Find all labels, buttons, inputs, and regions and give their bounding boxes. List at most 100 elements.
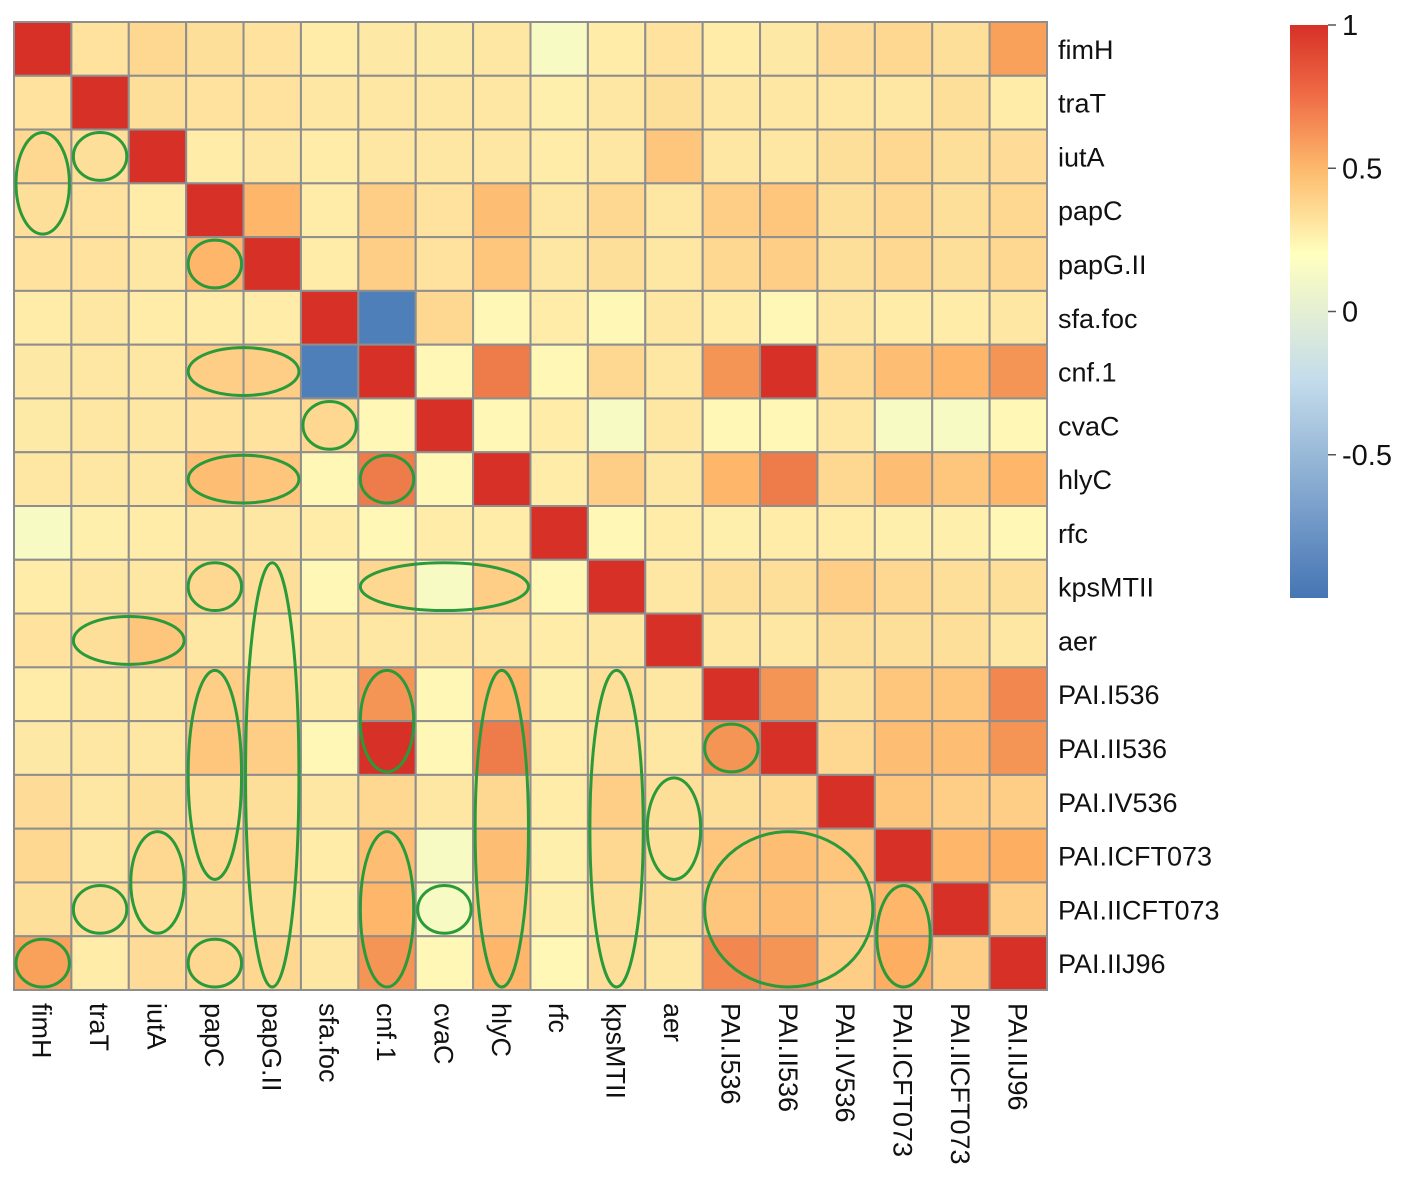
- heatmap-cell-traT-kpsMTII: [586, 74, 647, 131]
- heatmap-cell-traT-PAI.IIJ96: [988, 74, 1048, 131]
- heatmap-cell-cnf.1-PAI.IIJ96: [988, 343, 1048, 400]
- column-label-PAI.IV536: PAI.IV536: [830, 1003, 860, 1123]
- heatmap-cell-rfc-PAI.II536: [759, 505, 819, 561]
- row-label-kpsMTII: kpsMTII: [1058, 573, 1154, 603]
- heatmap-cell-papC-rfc: [529, 182, 589, 239]
- heatmap-cell-cnf.1-traT: [70, 343, 130, 400]
- column-label-cvaC: cvaC: [428, 1003, 458, 1065]
- heatmap-cell-sfa.foc-aer: [644, 289, 704, 346]
- heatmap-cell-papC-PAI.IV536: [816, 182, 876, 239]
- heatmap-cell-sfa.foc-traT: [70, 289, 130, 346]
- heatmap-cell-PAI.IICFT073-iutA: [127, 881, 188, 938]
- heatmap-cell-PAI.IIJ96-sfa.foc: [299, 935, 360, 991]
- heatmap-cell-PAI.I536-traT: [70, 666, 130, 723]
- heatmap-cell-aer-sfa.foc: [299, 612, 360, 669]
- heatmap-cell-rfc-papC: [185, 505, 245, 561]
- heatmap-cells: [13, 21, 1048, 991]
- heatmap-cell-sfa.foc-papC: [185, 289, 245, 346]
- heatmap-cell-papC-iutA: [127, 182, 188, 239]
- colorbar-tick-label: 0: [1342, 297, 1358, 329]
- highlight-ellipse-19: [358, 830, 416, 989]
- highlight-ellipse-1: [14, 131, 71, 236]
- heatmap-cell-hlyC-PAI.II536: [759, 451, 819, 507]
- heatmap-cell-PAI.II536-iutA: [127, 720, 188, 776]
- heatmap-cell-rfc-iutA: [127, 505, 188, 561]
- column-label-fimH: fimH: [27, 1003, 57, 1059]
- heatmap-cell-cvaC-hlyC: [472, 397, 532, 454]
- heatmap-cell-hlyC-aer: [644, 451, 704, 507]
- heatmap-cell-PAI.ICFT073-fimH: [13, 827, 73, 884]
- row-label-PAI.I536: PAI.I536: [1058, 680, 1160, 710]
- heatmap-cell-PAI.ICFT073-traT: [70, 827, 130, 884]
- heatmap-cell-hlyC-PAI.IICFT073: [931, 451, 991, 507]
- highlight-ellipse-17: [645, 776, 703, 881]
- row-label-traT: traT: [1058, 89, 1106, 119]
- heatmap-cell-PAI.II536-cvaC: [414, 720, 475, 776]
- heatmap-cell-PAI.IICFT073-cvaC: [414, 881, 475, 938]
- heatmap-cell-PAI.I536-PAI.IIJ96: [988, 666, 1048, 723]
- heatmap-cell-traT-PAI.II536: [759, 74, 819, 131]
- heatmap-cell-PAI.IV536-sfa.foc: [299, 773, 360, 830]
- heatmap-cell-PAI.II536-rfc: [529, 720, 589, 776]
- heatmap-cell-aer-PAI.IIJ96: [988, 612, 1048, 669]
- heatmap-cell-rfc-kpsMTII: [586, 505, 647, 561]
- heatmap-cell-PAI.IICFT073-sfa.foc: [299, 881, 360, 938]
- heatmap-cell-PAI.IV536-PAI.ICFT073: [873, 773, 934, 830]
- heatmap-cell-papC-PAI.II536: [759, 182, 819, 239]
- heatmap-cell-PAI.IV536-traT: [70, 773, 130, 830]
- heatmap-cell-PAI.IICFT073-PAI.IIJ96: [988, 881, 1048, 938]
- heatmap-cell-rfc-rfc: [529, 505, 589, 561]
- heatmap-cell-PAI.IV536-PAI.II536: [759, 773, 819, 830]
- heatmap-cell-PAI.IIJ96-kpsMTII: [586, 935, 647, 991]
- heatmap-cell-kpsMTII-traT: [70, 558, 130, 615]
- heatmap-cell-kpsMTII-PAI.IV536: [816, 558, 876, 615]
- heatmap-cell-hlyC-PAI.I536: [701, 451, 762, 507]
- heatmap-cell-aer-aer: [644, 612, 704, 669]
- highlight-ellipse-16: [703, 722, 760, 774]
- heatmap-cell-PAI.IIJ96-papG.II: [242, 935, 302, 991]
- row-label-rfc: rfc: [1058, 519, 1088, 549]
- heatmap-cell-PAI.II536-papC: [185, 720, 245, 776]
- column-label-iutA: iutA: [141, 1003, 171, 1050]
- heatmap-cell-papC-PAI.IICFT073: [931, 182, 991, 239]
- heatmap-cell-cnf.1-fimH: [13, 343, 73, 400]
- column-label-rfc: rfc: [543, 1003, 573, 1033]
- heatmap-cell-cnf.1-iutA: [127, 343, 188, 400]
- heatmap-cell-PAI.IV536-kpsMTII: [586, 773, 647, 830]
- heatmap-cell-rfc-hlyC: [472, 505, 532, 561]
- heatmap-cell-aer-iutA: [127, 612, 188, 669]
- heatmap-cell-PAI.IV536-rfc: [529, 773, 589, 830]
- heatmap-cell-iutA-traT: [70, 128, 130, 185]
- highlight-ellipse-6: [186, 453, 301, 505]
- heatmap-cell-iutA-kpsMTII: [586, 128, 647, 185]
- heatmap-cell-PAI.I536-PAI.II536: [759, 666, 819, 723]
- heatmap-cell-iutA-aer: [644, 128, 704, 185]
- column-label-papG.II: papG.II: [256, 1003, 286, 1092]
- colorbar-tick-label: 0.5: [1342, 153, 1382, 185]
- heatmap-cell-fimH-papC: [185, 21, 245, 77]
- heatmap-cell-PAI.I536-cnf.1: [357, 666, 417, 723]
- heatmap-cell-PAI.II536-PAI.II536: [759, 720, 819, 776]
- highlight-ellipse-8: [186, 561, 244, 613]
- heatmap-cell-fimH-traT: [70, 21, 130, 77]
- heatmap-cell-PAI.ICFT073-PAI.IV536: [816, 827, 876, 884]
- row-label-aer: aer: [1058, 626, 1097, 656]
- heatmap-cell-rfc-aer: [644, 505, 704, 561]
- heatmap-cell-rfc-traT: [70, 505, 130, 561]
- heatmap-cell-iutA-PAI.IV536: [816, 128, 876, 185]
- row-label-PAI.IV536: PAI.IV536: [1058, 788, 1178, 818]
- heatmap-cell-aer-PAI.II536: [759, 612, 819, 669]
- heatmap-cell-fimH-PAI.ICFT073: [873, 21, 934, 77]
- heatmap-cell-traT-fimH: [13, 74, 73, 131]
- heatmap-cell-PAI.II536-fimH: [13, 720, 73, 776]
- highlight-ellipse-22: [71, 883, 129, 935]
- heatmap-cell-PAI.IV536-PAI.IIJ96: [988, 773, 1048, 830]
- heatmap-cell-cvaC-cnf.1: [357, 397, 417, 454]
- heatmap-cell-papG.II-hlyC: [472, 236, 532, 292]
- heatmap-cell-PAI.I536-rfc: [529, 666, 589, 723]
- heatmap-cell-PAI.IIJ96-PAI.ICFT073: [873, 935, 934, 991]
- column-label-cnf.1: cnf.1: [371, 1003, 401, 1062]
- heatmap-cell-rfc-PAI.ICFT073: [873, 505, 934, 561]
- heatmap-cell-PAI.II536-PAI.IIJ96: [988, 720, 1048, 776]
- heatmap-cell-PAI.II536-papG.II: [242, 720, 302, 776]
